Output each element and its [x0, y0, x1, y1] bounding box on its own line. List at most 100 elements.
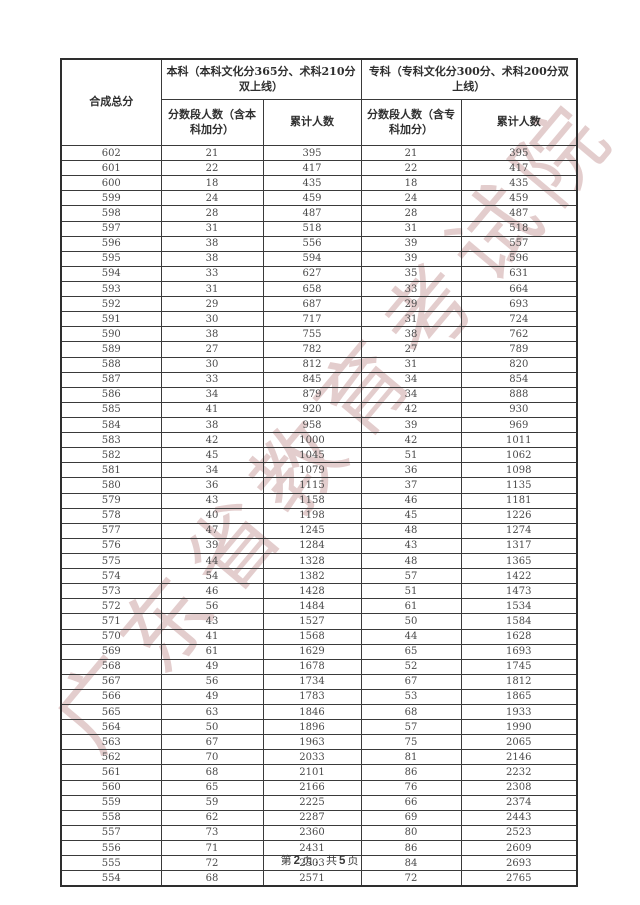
benke-count-cell: 41 [160, 628, 264, 645]
score-cell: 565 [60, 704, 162, 721]
zhuanke-cumulative-cell: 1317 [460, 537, 578, 554]
zhuanke-cumulative-cell: 789 [460, 341, 578, 358]
benke-cumulative-cell: 717 [262, 311, 362, 328]
benke-cumulative-cell: 435 [262, 175, 362, 192]
score-cell: 596 [60, 235, 162, 252]
benke-cumulative-cell: 879 [262, 386, 362, 403]
table-row: 554 68 2571 72 2765 [60, 870, 578, 887]
zhuanke-cumulative-cell: 417 [460, 160, 578, 177]
benke-cumulative-cell: 2287 [262, 809, 362, 826]
score-cell: 567 [60, 673, 162, 690]
table-row: 582 45 1045 51 1062 [60, 447, 578, 464]
benke-cumulative-cell: 1428 [262, 583, 362, 600]
zhuanke-count-cell: 52 [360, 658, 462, 675]
score-cell: 598 [60, 205, 162, 222]
benke-cumulative-cell: 1198 [262, 507, 362, 524]
zhuanke-cumulative-cell: 1812 [460, 673, 578, 690]
benke-count-cell: 27 [160, 341, 264, 358]
benke-cumulative-cell: 518 [262, 220, 362, 237]
score-cell: 573 [60, 583, 162, 600]
benke-cumulative-cell: 1484 [262, 598, 362, 615]
zhuanke-cumulative-cell: 1365 [460, 552, 578, 570]
zhuanke-count-cell: 57 [360, 568, 462, 585]
benke-cumulative-cell: 1245 [262, 522, 362, 539]
zhuanke-count-cell: 45 [360, 507, 462, 524]
zhuanke-count-cell: 31 [360, 356, 462, 373]
zhuanke-count-cell: 35 [360, 265, 462, 282]
table-row: 584 38 958 39 969 [60, 416, 578, 434]
benke-count-cell: 22 [160, 160, 264, 177]
table-row: 560 65 2166 76 2308 [60, 779, 578, 796]
zhuanke-count-cell: 67 [360, 673, 462, 690]
table-row: 555 72 2503 84 2693 [60, 855, 578, 872]
zhuanke-cumulative-cell: 518 [460, 220, 578, 237]
score-cell: 593 [60, 280, 162, 298]
benke-count-cell: 49 [160, 658, 264, 675]
benke-count-cell: 42 [160, 432, 264, 449]
benke-cumulative-cell: 1896 [262, 719, 362, 736]
table-row: 573 46 1428 51 1473 [60, 583, 578, 600]
zhuanke-count-cell: 39 [360, 235, 462, 252]
score-cell: 563 [60, 734, 162, 751]
benke-cumulative-cell: 1527 [262, 613, 362, 630]
zhuanke-count-cell: 21 [360, 144, 462, 162]
zhuanke-cumulative-cell: 1098 [460, 462, 578, 479]
benke-cumulative-cell: 459 [262, 190, 362, 207]
table-row: 568 49 1678 52 1745 [60, 658, 578, 675]
footer-prefix: 第 [280, 854, 293, 867]
zhuanke-count-cell: 61 [360, 598, 462, 615]
zhuanke-cumulative-cell: 1628 [460, 628, 578, 645]
table-row: 572 56 1484 61 1534 [60, 598, 578, 615]
zhuanke-cumulative-cell: 1865 [460, 688, 578, 706]
benke-count-cell: 44 [160, 552, 264, 570]
benke-count-cell: 56 [160, 598, 264, 615]
table-row: 561 68 2101 86 2232 [60, 764, 578, 781]
score-cell: 586 [60, 386, 162, 403]
benke-cumulative-cell: 2166 [262, 779, 362, 796]
zhuanke-cumulative-cell: 2146 [460, 749, 578, 766]
benke-cumulative-cell: 1000 [262, 432, 362, 449]
zhuanke-count-cell: 37 [360, 477, 462, 494]
page-footer: 第2页，共5页 [0, 852, 640, 868]
zhuanke-count-cell: 68 [360, 704, 462, 721]
zhuanke-count-cell: 48 [360, 522, 462, 539]
table-row: 585 41 920 42 930 [60, 401, 578, 418]
table-row: 596 38 556 39 557 [60, 235, 578, 252]
table-row: 559 59 2225 66 2374 [60, 794, 578, 811]
score-cell: 564 [60, 719, 162, 736]
header-benke-segment-count: 分数段人数（含本科加分） [160, 99, 264, 146]
score-cell: 556 [60, 840, 162, 857]
zhuanke-count-cell: 57 [360, 719, 462, 736]
benke-cumulative-cell: 2360 [262, 824, 362, 842]
table-row: 594 33 627 35 631 [60, 265, 578, 282]
benke-cumulative-cell: 1328 [262, 552, 362, 570]
score-cell: 599 [60, 190, 162, 207]
benke-count-cell: 68 [160, 764, 264, 781]
benke-cumulative-cell: 1629 [262, 643, 362, 660]
zhuanke-cumulative-cell: 1933 [460, 704, 578, 721]
zhuanke-count-cell: 18 [360, 175, 462, 192]
benke-count-cell: 47 [160, 522, 264, 539]
benke-cumulative-cell: 1963 [262, 734, 362, 751]
score-cell: 588 [60, 356, 162, 373]
score-cell: 566 [60, 688, 162, 706]
score-cell: 601 [60, 160, 162, 177]
zhuanke-cumulative-cell: 969 [460, 416, 578, 434]
sub-header-row: 分数段人数（含本科加分） 累计人数 分数段人数（含专科加分） 累计人数 [61, 99, 578, 146]
zhuanke-count-cell: 72 [360, 870, 462, 887]
benke-count-cell: 38 [160, 235, 264, 252]
score-cell: 592 [60, 296, 162, 313]
zhuanke-cumulative-cell: 1011 [460, 432, 578, 449]
table-row: 586 34 879 34 888 [60, 386, 578, 403]
benke-count-cell: 67 [160, 734, 264, 751]
zhuanke-cumulative-cell: 820 [460, 356, 578, 373]
table-row: 599 24 459 24 459 [60, 190, 578, 207]
table-row: 602 21 395 21 395 [60, 144, 578, 162]
benke-cumulative-cell: 1045 [262, 447, 362, 464]
benke-cumulative-cell: 1783 [262, 688, 362, 706]
table-row: 575 44 1328 48 1365 [60, 552, 578, 570]
table-row: 589 27 782 27 789 [60, 341, 578, 358]
header-zhuanke-group: 专科（专科文化分300分、术科200分双上线） [360, 58, 578, 100]
header-benke-group: 本科（本科文化分365分、术科210分双上线） [160, 58, 362, 100]
zhuanke-count-cell: 65 [360, 643, 462, 660]
